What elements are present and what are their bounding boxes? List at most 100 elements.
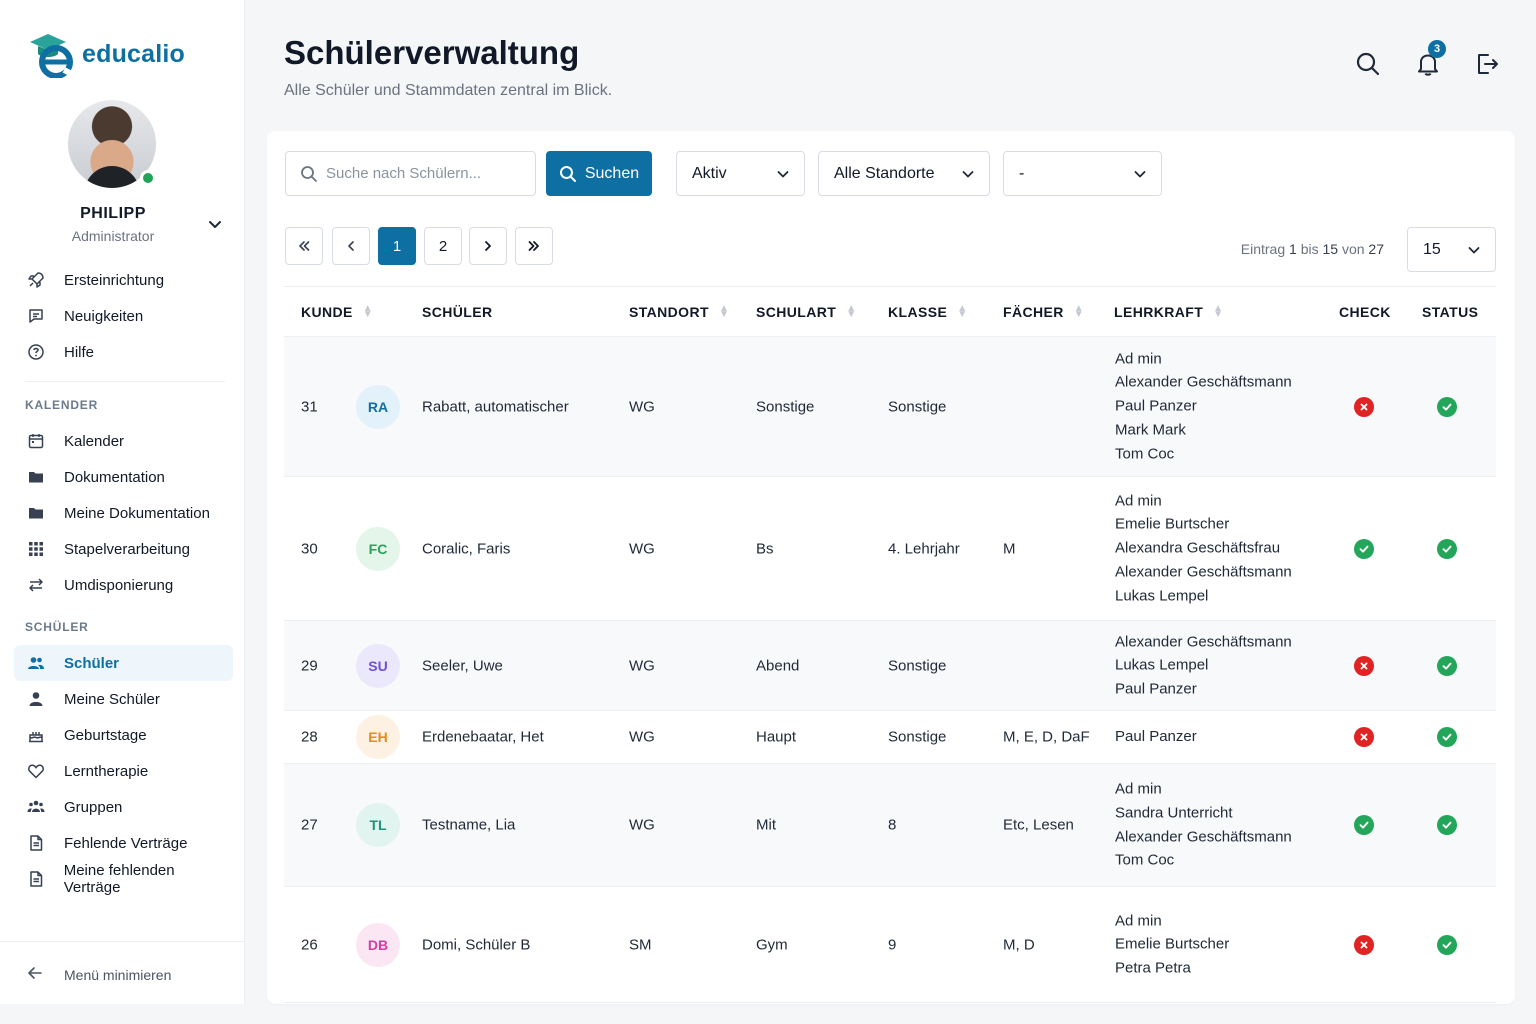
extra-filter-value: - xyxy=(1019,164,1025,182)
nav-item-kalender[interactable]: Kalender xyxy=(14,423,233,459)
col-label: KUNDE xyxy=(301,304,353,320)
col-lehrkraft[interactable]: LEHRKRAFT ▲ ▼ xyxy=(1114,304,1223,321)
nav-main: Ersteinrichtung Neuigkeiten Hilfe xyxy=(14,262,233,370)
heart-icon xyxy=(26,761,46,781)
col-label: FÄCHER xyxy=(1003,304,1064,320)
cell-standort: WG xyxy=(629,540,655,557)
teacher-name: Emelie Burtscher xyxy=(1115,515,1230,533)
nav-label: Lerntherapie xyxy=(64,762,149,780)
chevron-down-icon xyxy=(777,170,789,177)
nav-calendar: Kalender Dokumentation Meine Dokumentati… xyxy=(14,423,233,603)
per-page-select[interactable]: 15 xyxy=(1407,227,1496,272)
next-page-button[interactable] xyxy=(469,227,507,265)
sort-icon: ▲ ▼ xyxy=(957,303,968,320)
table-header: KUNDE ▲ ▼ SCHÜLER STANDORT ▲ ▼ SCHULART ▲ ▼ KL… xyxy=(284,286,1496,337)
minimize-menu-button[interactable]: Menü minimieren xyxy=(26,964,171,985)
cell-schueler[interactable]: Coralic, Faris xyxy=(422,540,511,557)
nav-label: Neuigkeiten xyxy=(64,307,144,325)
table-row[interactable]: 29 SU Seeler, Uwe WG Abend Sonstige Alexander … xyxy=(284,621,1496,711)
cell-lehrkraft: Paul Panzer xyxy=(1115,725,1197,749)
location-select[interactable]: Alle Standorte xyxy=(818,151,990,196)
nav-item-meine-schueler[interactable]: Meine Schüler xyxy=(14,681,233,717)
page-button-2[interactable]: 2 xyxy=(424,227,462,265)
col-schulart[interactable]: SCHULART ▲ ▼ xyxy=(756,304,857,321)
nav-item-ersteinrichtung[interactable]: Ersteinrichtung xyxy=(14,262,233,298)
cell-schueler[interactable]: Testname, Lia xyxy=(422,816,516,834)
cell-klasse: Sonstige xyxy=(888,728,947,746)
cell-schueler[interactable]: Domi, Schüler B xyxy=(422,936,531,953)
search-input[interactable] xyxy=(326,165,526,182)
chat-icon xyxy=(26,306,46,326)
user-role: Administrator xyxy=(71,228,155,244)
user-avatar[interactable] xyxy=(68,100,158,190)
user-icon xyxy=(26,689,46,709)
chevron-down-icon xyxy=(1134,170,1146,177)
nav-item-umdisponierung[interactable]: Umdisponierung xyxy=(14,567,233,603)
teacher-name: Petra Petra xyxy=(1115,959,1191,977)
brand-logo[interactable]: educalio xyxy=(26,30,185,78)
status-select[interactable]: Aktiv xyxy=(676,151,805,196)
nav-label: Dokumentation xyxy=(64,468,165,486)
teacher-name: Alexandra Geschäftsfrau xyxy=(1115,539,1281,557)
table-row[interactable]: 28 EH Erdenebaatar, Het WG Haupt Sonstige M, E… xyxy=(284,711,1496,764)
page-button-1[interactable]: 1 xyxy=(378,227,416,265)
search-button[interactable] xyxy=(1352,48,1384,80)
teacher-name: Alexander Geschäftsmann xyxy=(1115,563,1292,581)
cell-schueler[interactable]: Rabatt, automatischer xyxy=(422,398,569,415)
col-label: STATUS xyxy=(1422,304,1479,320)
logout-button[interactable] xyxy=(1471,48,1503,80)
check-failed-icon xyxy=(1354,934,1374,955)
nav-item-lerntherapie[interactable]: Lerntherapie xyxy=(14,753,233,789)
status-active-icon xyxy=(1437,815,1457,835)
cell-schueler[interactable]: Seeler, Uwe xyxy=(422,657,503,674)
first-page-button[interactable] xyxy=(285,227,323,265)
col-klasse[interactable]: KLASSE ▲ ▼ xyxy=(888,303,968,321)
entries-mid: bis xyxy=(1300,241,1319,257)
table-row[interactable]: 27 TL Testname, Lia WG Mit 8 Etc, Lesen Ad min S… xyxy=(284,764,1496,887)
teacher-name: Paul Panzer xyxy=(1115,397,1197,415)
search-submit-button[interactable]: Suchen xyxy=(546,151,652,196)
nav-label: Fehlende Verträge xyxy=(64,834,188,852)
teacher-name: Paul Panzer xyxy=(1115,728,1197,746)
teacher-name: Sandra Unterricht xyxy=(1115,804,1233,822)
nav-item-dokumentation[interactable]: Dokumentation xyxy=(14,459,233,495)
table-row[interactable]: 31 RA Rabatt, automatischer WG Sonstige Sonst… xyxy=(284,337,1496,477)
notifications-button[interactable]: 3 xyxy=(1412,40,1446,80)
nav-item-meine-fehlenden-vertraege[interactable]: Meine fehlenden Verträge xyxy=(14,861,233,897)
nav-item-gruppen[interactable]: Gruppen xyxy=(14,789,233,825)
search-field[interactable] xyxy=(285,151,536,196)
nav-item-meine-dokumentation[interactable]: Meine Dokumentation xyxy=(14,495,233,531)
nav-item-stapelverarbeitung[interactable]: Stapelverarbeitung xyxy=(14,531,233,567)
user-menu-toggle[interactable] xyxy=(205,214,225,234)
user-name: PHILIPP xyxy=(80,205,146,222)
col-kunde[interactable]: KUNDE ▲ ▼ xyxy=(301,304,373,321)
col-label: KLASSE xyxy=(888,304,948,320)
nav-item-schueler[interactable]: Schüler xyxy=(14,645,233,681)
col-label: LEHRKRAFT xyxy=(1114,304,1204,320)
nav-item-fehlende-vertraege[interactable]: Fehlende Verträge xyxy=(14,825,233,861)
nav-item-neuigkeiten[interactable]: Neuigkeiten xyxy=(14,298,233,334)
table-row[interactable]: 30 FC Coralic, Faris WG Bs 4. Lehrjahr M Ad min… xyxy=(284,477,1496,621)
student-initials-avatar: FC xyxy=(356,526,400,571)
col-faecher[interactable]: FÄCHER ▲ ▼ xyxy=(1003,304,1084,321)
entries-total: 27 xyxy=(1368,241,1384,257)
cell-schueler[interactable]: Erdenebaatar, Het xyxy=(422,728,544,746)
folder-icon xyxy=(26,467,46,487)
cell-standort: WG xyxy=(629,398,655,415)
prev-page-button[interactable] xyxy=(332,227,370,265)
extra-filter-select[interactable]: - xyxy=(1003,151,1162,196)
nav-item-hilfe[interactable]: Hilfe xyxy=(14,334,233,370)
teacher-name: Ad min xyxy=(1115,492,1162,510)
teacher-name: Lukas Lempel xyxy=(1115,656,1209,674)
col-standort[interactable]: STANDORT ▲ ▼ xyxy=(629,304,729,321)
minimize-label: Menü minimieren xyxy=(64,966,172,983)
last-page-button[interactable] xyxy=(515,227,553,265)
table-row[interactable]: 26 DB Domi, Schüler B SM Gym 9 M, D Ad min Emeli… xyxy=(284,887,1496,1003)
cell-klasse: Sonstige xyxy=(888,398,947,415)
col-schueler[interactable]: SCHÜLER xyxy=(422,304,492,320)
nav-item-geburtstage[interactable]: Geburtstage xyxy=(14,717,233,753)
cell-kunde: 28 xyxy=(301,728,318,746)
teacher-name: Paul Panzer xyxy=(1115,680,1197,698)
chevrons-left-icon xyxy=(299,241,310,251)
document-icon xyxy=(26,833,46,853)
